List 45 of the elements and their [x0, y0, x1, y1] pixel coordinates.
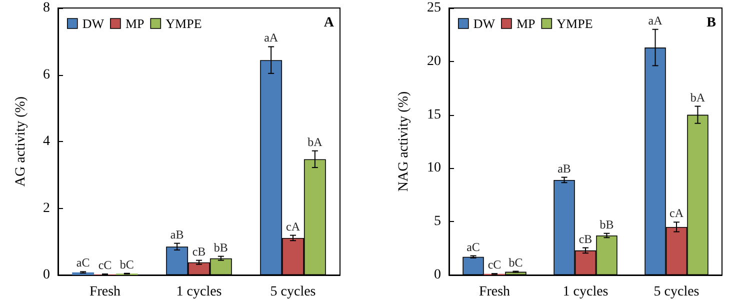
data-label: bA [308, 134, 323, 149]
y-tick-label: 20 [427, 54, 441, 69]
data-label: cB [578, 232, 592, 246]
data-label: aC [76, 256, 90, 270]
y-axis-title: NAG activity (%) [396, 91, 412, 192]
y-tick-label: 5 [434, 214, 441, 230]
x-tick-label: Fresh [89, 284, 121, 300]
data-label: cB [192, 244, 206, 258]
data-label: bA [690, 90, 706, 104]
legend-label: MP [125, 16, 144, 31]
y-tick-label: 8 [43, 0, 50, 16]
y-tick-label: 25 [427, 0, 441, 16]
data-label: bB [214, 240, 228, 254]
x-tick-label: 1 cycles [562, 284, 608, 300]
annotation: B [706, 16, 716, 30]
x-tick-label: Fresh [478, 284, 510, 300]
y-tick-label: 6 [43, 67, 50, 82]
legend-label: YMPE [556, 16, 593, 31]
annotation: A [324, 16, 335, 30]
x-tick-label: 5 cycles [654, 284, 700, 300]
legend-label: DW [82, 16, 105, 31]
data-label: aA [264, 30, 278, 45]
data-label: aB [170, 227, 184, 242]
y-tick-label: 0 [43, 268, 50, 282]
data-label: bC [508, 255, 523, 270]
legend-label: YMPE [166, 16, 202, 31]
y-tick-label: 2 [43, 200, 50, 216]
legend-label: DW [473, 16, 496, 31]
y-tick-label: 10 [427, 160, 441, 176]
legend-label: MP [516, 16, 536, 31]
y-axis-title: AG activity (%) [14, 96, 28, 187]
data-label: cC [488, 258, 502, 272]
y-tick-label: 15 [427, 107, 441, 122]
data-label: aC [466, 240, 480, 254]
x-tick-label: 5 cycles [270, 284, 316, 300]
data-label: cA [670, 206, 684, 220]
data-label: aB [558, 161, 571, 176]
x-tick-label: 1 cycles [176, 284, 222, 300]
data-label: cA [286, 219, 300, 234]
data-label: cC [98, 258, 112, 272]
data-label: bC [120, 257, 134, 272]
y-tick-label: 0 [434, 268, 441, 282]
data-label: bB [600, 217, 614, 232]
data-label: aA [648, 13, 663, 28]
y-tick-label: 4 [43, 134, 50, 149]
